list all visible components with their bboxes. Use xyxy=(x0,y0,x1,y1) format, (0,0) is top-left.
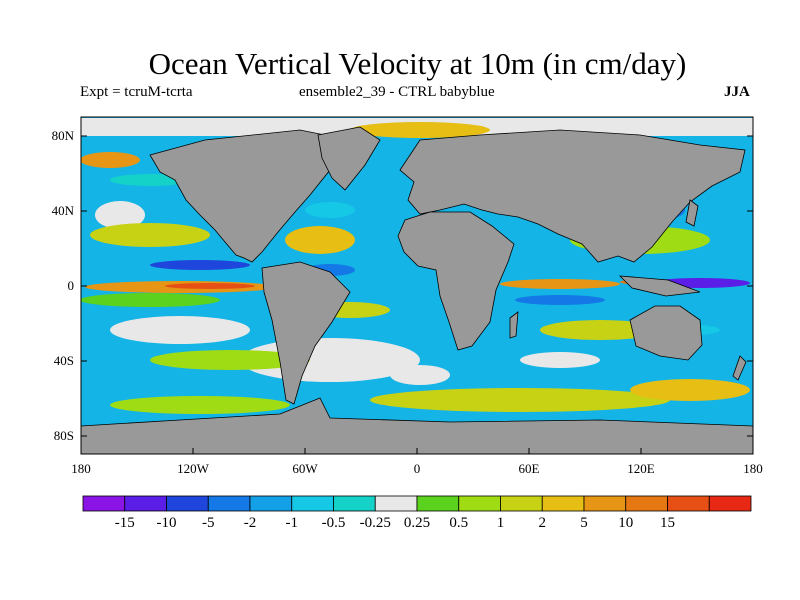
colorbar-label: 0.5 xyxy=(449,515,469,531)
season-label: JJA xyxy=(724,84,750,100)
colorbar-label: 15 xyxy=(660,515,675,531)
ensemble-label: ensemble2_39 - CTRL babyblue xyxy=(299,84,495,100)
colorbar-swatch xyxy=(625,495,668,512)
colorbar-label: 2 xyxy=(538,515,547,531)
colorbar-swatch xyxy=(124,495,167,512)
colorbar-swatch xyxy=(583,495,627,512)
colorbar-swatch xyxy=(458,495,501,512)
africa xyxy=(397,211,515,351)
colorbar-label: -10 xyxy=(156,515,177,531)
japan xyxy=(685,199,699,227)
colorbar-swatch xyxy=(333,495,376,512)
colorbar-swatch xyxy=(500,495,543,512)
australia xyxy=(629,305,703,361)
colorbar-label: -0.25 xyxy=(359,515,391,531)
colorbar-label: -5 xyxy=(202,515,215,531)
lat-label-80n: 80N xyxy=(51,128,74,143)
new-zealand xyxy=(732,355,747,381)
lon-label-120w: 120W xyxy=(177,461,209,476)
maritime-islands xyxy=(618,275,701,297)
lat-label-0: 0 xyxy=(67,278,75,293)
antarctica xyxy=(81,397,753,454)
lat-label-40n: 40N xyxy=(51,203,74,218)
south-america xyxy=(261,261,351,405)
eurasia xyxy=(399,129,746,263)
colorbar-label: 5 xyxy=(580,515,588,531)
lon-label-120e: 120E xyxy=(627,461,655,476)
colorbar-swatch xyxy=(249,495,293,512)
chart-title: Ocean Vertical Velocity at 10m (in cm/da… xyxy=(148,46,687,81)
colorbar-swatch xyxy=(291,495,334,512)
colorbar-swatch xyxy=(708,495,752,512)
colorbar-label: -2 xyxy=(243,515,257,531)
land-masses xyxy=(81,126,753,454)
lon-label-180w: 180 xyxy=(71,461,91,476)
colorbar-swatch xyxy=(82,495,126,512)
lat-label-80s: 80S xyxy=(53,428,74,443)
experiment-label: Expt = tcruM-tcrta xyxy=(80,84,193,100)
colorbar-swatch xyxy=(166,495,209,512)
lon-label-180e: 180 xyxy=(743,461,763,476)
lon-label-0: 0 xyxy=(413,461,421,476)
colorbar-label: -15 xyxy=(114,515,135,531)
colorbar-swatch xyxy=(207,495,251,512)
colorbar xyxy=(82,495,752,512)
lon-ticks xyxy=(192,448,642,454)
lat-label-40s: 40S xyxy=(53,353,74,368)
lon-label-60e: 60E xyxy=(518,461,540,476)
lat-ticks xyxy=(81,135,753,437)
colorbar-label: 1 xyxy=(496,515,505,531)
colorbar-label: 0.25 xyxy=(403,515,431,531)
colorbar-swatch xyxy=(541,495,585,512)
greenland xyxy=(317,126,381,191)
colorbar-label: -0.5 xyxy=(321,515,346,531)
colorbar-label: -1 xyxy=(285,515,299,531)
lon-label-60w: 60W xyxy=(292,461,318,476)
colorbar-swatch xyxy=(667,495,710,512)
colorbar-swatch xyxy=(374,495,418,512)
colorbar-label: 10 xyxy=(618,515,634,531)
madagascar xyxy=(509,311,519,339)
colorbar-swatch xyxy=(416,495,460,512)
